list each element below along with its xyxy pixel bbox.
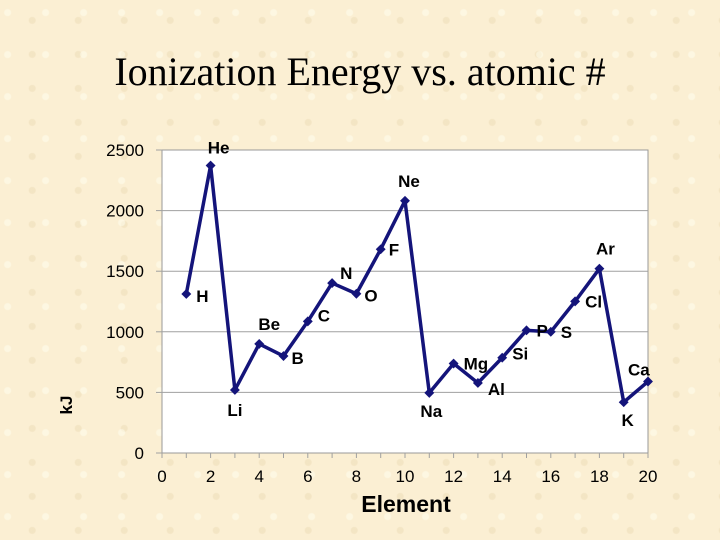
data-point-marker [643,376,653,387]
x-tick-label: 10 [396,467,415,486]
y-tick-label: 0 [135,444,144,463]
point-labels: H He Li Be B C NO F Ne Na Mg Al Si P S Cl Ar K Ca [196,139,650,431]
point-label: P [537,321,548,340]
y-tick-label: 2500 [106,141,144,160]
x-tick-label: 12 [444,467,463,486]
point-label: N [340,264,352,283]
point-label: Ca [628,360,650,379]
data-point-marker [181,289,192,299]
point-label: S [561,323,572,342]
data-point-marker [400,195,410,206]
point-label: Mg [464,355,489,374]
x-tick-label: 18 [590,467,609,486]
data-point-marker [521,325,532,336]
data-point-marker [570,296,581,307]
point-label: He [208,139,230,158]
point-label: Be [258,315,280,334]
x-tick-label: 16 [541,467,560,486]
point-label: O [364,287,377,306]
data-point-marker [278,351,289,361]
point-label: C [318,306,330,325]
x-tick-label: 4 [254,467,263,486]
point-label: Na [420,402,442,421]
data-point-marker [205,160,216,171]
data-point-marker [351,288,362,299]
y-tick-label: 2000 [106,202,144,221]
x-tick-label: 8 [352,467,361,486]
point-label: K [622,411,635,430]
data-point-marker [448,358,459,369]
data-series [181,160,653,408]
x-tick-label: 0 [157,467,166,486]
y-axis-ticks: 0 500 1000 1500 2000 2500 [106,141,144,463]
point-label: Cl [585,292,602,311]
x-axis-label: Element [361,491,451,517]
point-label: B [292,349,304,368]
data-point-marker [424,387,435,398]
point-label: Al [488,380,505,399]
x-tick-label: 20 [639,467,658,486]
data-point-marker [327,278,338,289]
point-label: Si [512,345,528,364]
data-point-marker [545,326,556,337]
data-point-marker [618,397,629,408]
y-tick-label: 500 [116,383,144,402]
data-point-marker [302,316,313,327]
data-point-marker [375,244,386,255]
point-label: Ar [596,240,615,259]
point-label: Ne [398,172,420,191]
x-tick-label: 14 [493,467,512,486]
data-point-marker [594,263,605,274]
data-point-marker [472,377,483,388]
x-tick-label: 6 [303,467,312,486]
y-axis-label: kJ [57,396,76,415]
x-axis-ticks: 0 2 4 6 8 10 12 14 16 18 20 [157,467,657,486]
data-point-marker [229,385,240,395]
y-tick-label: 1000 [106,323,144,342]
x-tick-label: 2 [206,467,215,486]
data-point-marker [254,338,265,349]
data-point-marker [497,352,508,363]
point-label: F [389,240,399,259]
slide-title: Ionization Energy vs. atomic # [114,49,606,94]
point-label: Li [227,401,242,420]
point-label: H [196,287,208,306]
y-tick-label: 1500 [106,262,144,281]
